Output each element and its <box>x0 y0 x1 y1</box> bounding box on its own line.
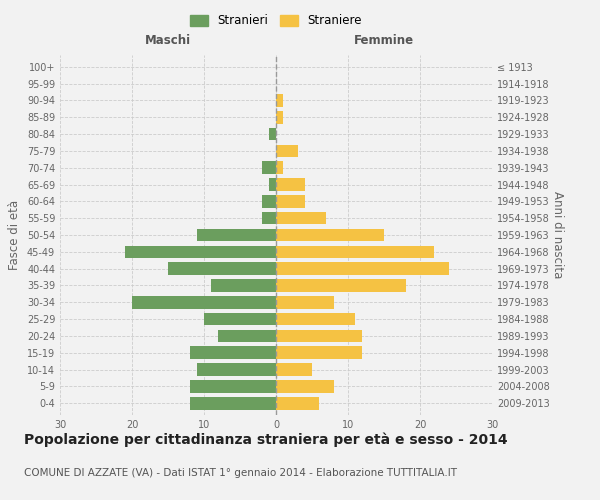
Legend: Stranieri, Straniere: Stranieri, Straniere <box>187 11 365 31</box>
Bar <box>276 262 449 275</box>
Bar <box>190 346 276 359</box>
Bar <box>168 262 276 275</box>
Bar <box>276 346 362 359</box>
Text: COMUNE DI AZZATE (VA) - Dati ISTAT 1° gennaio 2014 - Elaborazione TUTTITALIA.IT: COMUNE DI AZZATE (VA) - Dati ISTAT 1° ge… <box>24 468 457 477</box>
Bar <box>125 246 276 258</box>
Bar <box>276 364 312 376</box>
Bar <box>218 330 276 342</box>
Bar <box>276 195 305 207</box>
Text: Popolazione per cittadinanza straniera per età e sesso - 2014: Popolazione per cittadinanza straniera p… <box>24 432 508 447</box>
Bar <box>276 111 283 124</box>
Bar <box>262 162 276 174</box>
Bar <box>269 178 276 191</box>
Bar <box>262 195 276 207</box>
Bar <box>262 212 276 224</box>
Bar <box>276 178 305 191</box>
Y-axis label: Anni di nascita: Anni di nascita <box>551 192 563 278</box>
Bar <box>190 380 276 392</box>
Bar <box>211 279 276 292</box>
Text: Maschi: Maschi <box>145 34 191 46</box>
Bar <box>276 296 334 308</box>
Bar <box>276 397 319 409</box>
Bar <box>197 228 276 241</box>
Bar <box>276 212 326 224</box>
Bar <box>276 246 434 258</box>
Bar <box>132 296 276 308</box>
Text: Femmine: Femmine <box>354 34 414 46</box>
Bar <box>276 380 334 392</box>
Bar <box>197 364 276 376</box>
Bar <box>276 162 283 174</box>
Bar <box>269 128 276 140</box>
Bar <box>276 313 355 326</box>
Y-axis label: Fasce di età: Fasce di età <box>8 200 21 270</box>
Bar <box>276 330 362 342</box>
Bar <box>204 313 276 326</box>
Bar <box>276 279 406 292</box>
Bar <box>276 94 283 106</box>
Bar <box>190 397 276 409</box>
Bar <box>276 144 298 157</box>
Bar <box>276 228 384 241</box>
